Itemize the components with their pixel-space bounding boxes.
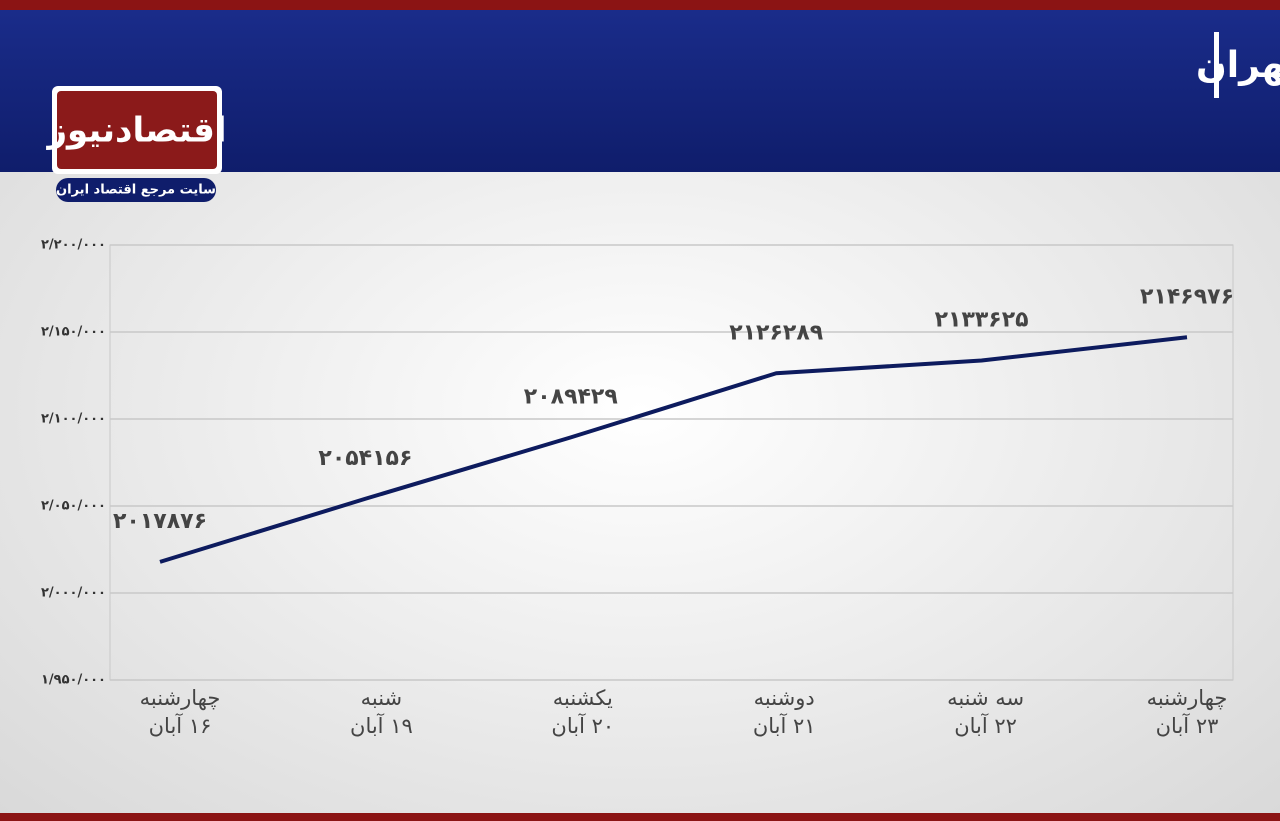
x-tick-label: دوشنبه ۲۱ آبان [752, 686, 816, 738]
y-tick-label: ۲/۰۰۰/۰۰۰ [41, 586, 106, 601]
data-label: ۲۱۳۳۶۲۵ [935, 307, 1029, 332]
bottom-strip [0, 813, 1280, 821]
y-tick-label: ۲/۱۰۰/۰۰۰ [41, 412, 106, 427]
data-label: ۲۰۱۷۸۷۶ [113, 509, 207, 534]
y-tick-label: ۲/۲۰۰/۰۰۰ [41, 238, 106, 253]
x-tick-label: یکشنبه ۲۰ آبان [551, 686, 615, 738]
data-label: ۲۰۵۴۱۵۶ [318, 446, 412, 471]
x-tick-label: چهارشنبه ۱۶ آبان [139, 686, 221, 738]
top-strip [0, 0, 1280, 10]
data-label: ۲۰۸۹۴۲۹ [524, 384, 618, 409]
y-tick-label: ۱/۹۵۰/۰۰۰ [41, 673, 106, 688]
chart-title: روند تغییرات شاخص کل بورس تهران [1196, 45, 1280, 86]
y-tick-label: ۲/۰۵۰/۰۰۰ [41, 499, 106, 514]
data-label: ۲۱۲۶۲۸۹ [729, 320, 823, 345]
logo-name: اقتصادنیوز [45, 111, 226, 151]
line [159, 335, 1188, 564]
x-tick-label: سه شنبه ۲۲ آبان [947, 686, 1025, 738]
x-tick-label: شنبه ۱۹ آبان [350, 686, 413, 738]
logo-box [57, 91, 217, 169]
logo-tagline: سایت مرجع اقتصاد ایران [56, 183, 216, 198]
title-bar [1214, 32, 1219, 98]
data-label: ۲۱۴۶۹۷۶ [1140, 284, 1234, 309]
y-tick-label: ۲/۱۵۰/۰۰۰ [41, 325, 106, 340]
logo-pill [56, 178, 216, 202]
x-tick-label: چهارشنبه ۲۳ آبان [1146, 686, 1228, 738]
